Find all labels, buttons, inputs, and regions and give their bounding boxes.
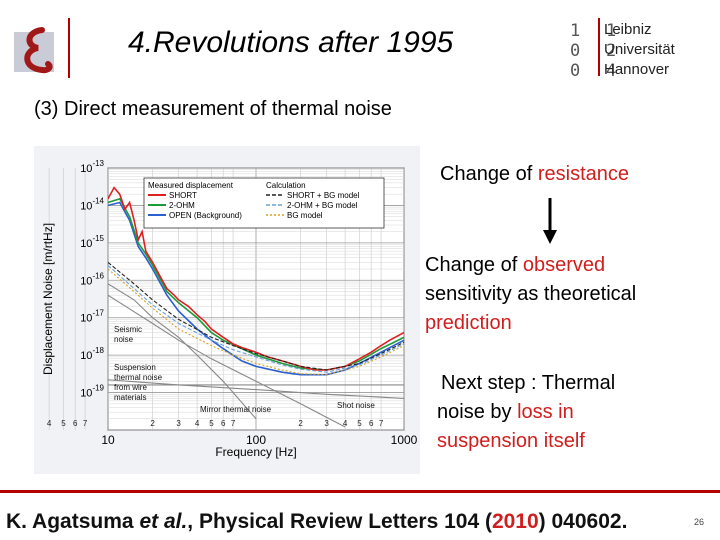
- citation-authors: K. Agatsuma: [6, 510, 134, 533]
- x-minor-tick-label: 5: [61, 419, 66, 428]
- x-minor-tick-label: 6: [369, 419, 374, 428]
- change-of-resistance-text: Change of resistance: [440, 160, 629, 189]
- annotation-label: Mirror thermal noise: [200, 405, 272, 414]
- x-minor-tick-label: 2: [150, 419, 155, 428]
- logo-digit: 0: [570, 61, 580, 78]
- x-tick-label: 1000: [391, 433, 418, 447]
- x-tick-label: 100: [246, 433, 266, 447]
- legend-entry: OPEN (Background): [169, 211, 242, 220]
- annotation-label: Shot noise: [337, 401, 375, 410]
- x-minor-tick-label: 5: [357, 419, 362, 428]
- text-highlight: loss in: [517, 401, 574, 423]
- legend-entry: 2-OHM: [169, 201, 195, 210]
- citation-et-al: et al.: [139, 510, 188, 533]
- legend-box: [143, 177, 385, 229]
- university-logo-icon: 1 0 0 1 2 4: [570, 21, 616, 78]
- citation: K. Agatsuma et al., Physical Review Lett…: [6, 510, 627, 534]
- university-name-line: Leibniz: [604, 21, 652, 38]
- text-highlight: suspension itself: [437, 430, 585, 452]
- series-line-mirror-thermal-noise: [108, 379, 404, 399]
- legend-title: Calculation: [266, 181, 306, 190]
- x-minor-tick-label: 4: [343, 419, 348, 428]
- next-step-text: Next step : Thermal noise by loss in sus…: [437, 369, 615, 456]
- university-name-line: Universität: [604, 41, 675, 58]
- series-layer: [108, 186, 404, 428]
- logo-divider: [598, 18, 600, 76]
- page-title: 4.Revolutions after 1995: [128, 26, 454, 59]
- x-tick-label: 10: [101, 433, 115, 447]
- university-name: Leibniz Universität Hannover: [604, 20, 675, 80]
- noise-spectrum-chart: Seismic noise Suspension thermal noise from …: [2, 159, 418, 459]
- text-prefix: Change of: [440, 163, 538, 185]
- chart-legend: Measured displacement CalculationSHORT2-O…: [143, 177, 385, 229]
- down-arrow-icon: [543, 198, 557, 244]
- text-highlight: prediction: [425, 312, 512, 334]
- text-highlight: resistance: [537, 163, 630, 185]
- text-prefix: noise by: [437, 401, 518, 423]
- x-minor-tick-label: 7: [83, 419, 88, 428]
- annotation-label: Suspension thermal noise from wire material…: [114, 363, 163, 402]
- y-tick-label: 10-15: [80, 234, 104, 250]
- x-minor-tick-label: 5: [209, 419, 214, 428]
- x-minor-tick-label: 2: [298, 419, 303, 428]
- y-tick-label: 10-14: [80, 196, 104, 212]
- x-minor-tick-label: 7: [231, 419, 236, 428]
- x-minor-tick-label: 4: [47, 419, 52, 428]
- x-minor-tick-label: 3: [324, 419, 329, 428]
- x-minor-tick-label: 3: [176, 419, 181, 428]
- y-tick-label: 10-16: [80, 271, 104, 287]
- logo-digit: 1: [570, 21, 580, 41]
- logo-digit: 2: [606, 41, 616, 61]
- citation-article: ) 040602.: [538, 510, 628, 533]
- series-line-suspension-thermal-noise-from-wire-materials: [108, 294, 346, 428]
- text-prefix: Change of: [425, 254, 523, 276]
- logo-digit: 1: [606, 21, 616, 41]
- y-axis-label: Displacement Noise [m/rtHz]: [41, 223, 55, 375]
- axes-layer: 10100100023456723456723456710-1310-1410-…: [2, 159, 418, 447]
- university-name-line: Hannover: [604, 61, 670, 78]
- x-minor-tick-label: 4: [195, 419, 200, 428]
- annotation-layer: Seismic noise Suspension thermal noise from …: [114, 325, 375, 414]
- series-group: [108, 186, 404, 428]
- annotation-label: Seismic noise: [114, 325, 142, 344]
- x-minor-tick-label: 7: [379, 419, 384, 428]
- legend-entry: BG model: [287, 211, 323, 220]
- chart-figure: Seismic noise Suspension thermal noise from …: [2, 146, 420, 474]
- series-line-bg-model: [108, 268, 404, 376]
- logo-digit: 0: [570, 41, 580, 61]
- slide-number: 26: [694, 517, 705, 527]
- legend-entry: 2-OHM + BG model: [287, 201, 358, 210]
- observed-sensitivity-text: Change of observed sensitivity as theore…: [425, 251, 636, 338]
- footer-divider: [0, 490, 720, 493]
- legend-entry: SHORT: [169, 191, 197, 200]
- series-line-seismic-noise: [108, 283, 257, 420]
- text-line: Next step : Thermal: [441, 372, 616, 394]
- y-tick-label: 10-18: [80, 346, 104, 362]
- x-axis-label: Frequency [Hz]: [215, 445, 296, 459]
- series-line-2-ohm-bg-model: [108, 264, 404, 373]
- citation-year: 2010: [491, 510, 539, 533]
- text-highlight: observed: [522, 254, 606, 276]
- y-tick-label: 10-13: [80, 159, 104, 175]
- text-line: sensitivity as theoretical: [425, 283, 637, 305]
- legend-entry: SHORT + BG model: [287, 191, 360, 200]
- citation-journal: , Physical Review Letters 104 (: [187, 510, 492, 533]
- slide-subtitle: (3) Direct measurement of thermal noise: [34, 98, 392, 120]
- x-minor-tick-label: 6: [221, 419, 226, 428]
- legend-title: Measured displacement: [148, 181, 234, 190]
- series-line-short-bg-model: [108, 261, 404, 371]
- title-divider: [68, 18, 70, 78]
- institute-logo-icon: [14, 27, 54, 74]
- logo-digit: 4: [606, 61, 616, 78]
- y-tick-label: 10-17: [80, 309, 104, 325]
- x-minor-tick-label: 6: [73, 419, 78, 428]
- y-tick-label: 10-19: [80, 384, 104, 400]
